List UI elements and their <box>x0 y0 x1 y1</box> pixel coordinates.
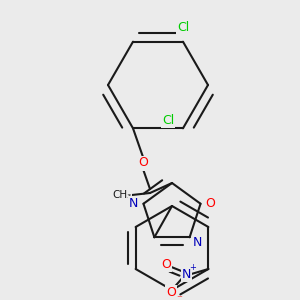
Text: N: N <box>129 197 138 210</box>
Text: O: O <box>138 157 148 169</box>
Text: Cl: Cl <box>162 114 174 127</box>
Text: N: N <box>182 268 191 281</box>
Text: Cl: Cl <box>177 21 189 34</box>
Text: N: N <box>193 236 202 249</box>
Text: O: O <box>206 197 215 210</box>
Text: ⁻: ⁻ <box>176 294 182 300</box>
Text: O: O <box>167 286 176 298</box>
Text: O: O <box>161 257 171 271</box>
Text: CH₃: CH₃ <box>112 190 132 200</box>
Text: +: + <box>189 262 196 272</box>
